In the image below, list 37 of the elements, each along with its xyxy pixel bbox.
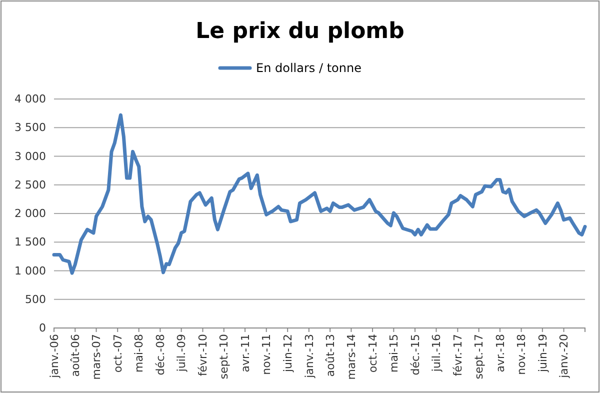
x-tick-label: mai-08 xyxy=(132,334,146,372)
x-tick-label: juin-19 xyxy=(536,334,550,374)
x-tick-label: mars-14 xyxy=(345,334,358,380)
y-tick-label: 4 000 xyxy=(14,92,46,106)
x-tick-label: nov.-18 xyxy=(515,334,528,375)
y-tick-label: 0 xyxy=(39,322,46,335)
x-tick-label: juil.-09 xyxy=(175,334,188,373)
x-tick-label: févr.-17 xyxy=(452,334,465,376)
line-series xyxy=(52,113,587,275)
x-tick-label: nov.-11 xyxy=(260,334,274,375)
x-tick-label: janv.-13 xyxy=(302,334,316,379)
y-tick-label: 1 500 xyxy=(14,236,46,249)
x-tick-label: oct.-14 xyxy=(366,334,380,373)
x-tick-label: sept.-10 xyxy=(218,334,231,380)
x-tick-label: mars-07 xyxy=(90,334,104,380)
x-tick-label: sept.-17 xyxy=(472,334,486,380)
x-tick-label: janv.-20 xyxy=(558,334,571,379)
y-tick-label: 2 500 xyxy=(14,178,46,192)
y-tick-label: 3 000 xyxy=(14,150,46,163)
legend-label: En dollars / tonne xyxy=(256,61,362,76)
x-tick-label: déc.-15 xyxy=(408,334,422,376)
chart-title: Le prix du plomb xyxy=(196,19,404,44)
x-tick-label: avr.-18 xyxy=(494,334,507,372)
y-tick-label: 3 500 xyxy=(14,121,46,134)
x-tick-label: janv.-06 xyxy=(48,334,61,379)
x-tick-label: oct.-07 xyxy=(111,334,124,373)
x-tick-label: juil.-16 xyxy=(430,334,444,373)
x-tick-label: août-06 xyxy=(68,334,82,377)
x-tick-label: févr.-10 xyxy=(196,334,210,376)
x-tick-label: juin-12 xyxy=(281,334,294,374)
y-tick-label: 1 000 xyxy=(14,264,46,278)
x-tick-label: avr.-11 xyxy=(238,334,252,372)
x-tick-label: mai-15 xyxy=(388,334,401,372)
y-tick-label: 2 000 xyxy=(14,207,46,220)
x-tick-label: août-13 xyxy=(324,334,337,377)
y-tick-label: 500 xyxy=(25,292,46,306)
x-tick-label: déc.-08 xyxy=(154,334,168,376)
